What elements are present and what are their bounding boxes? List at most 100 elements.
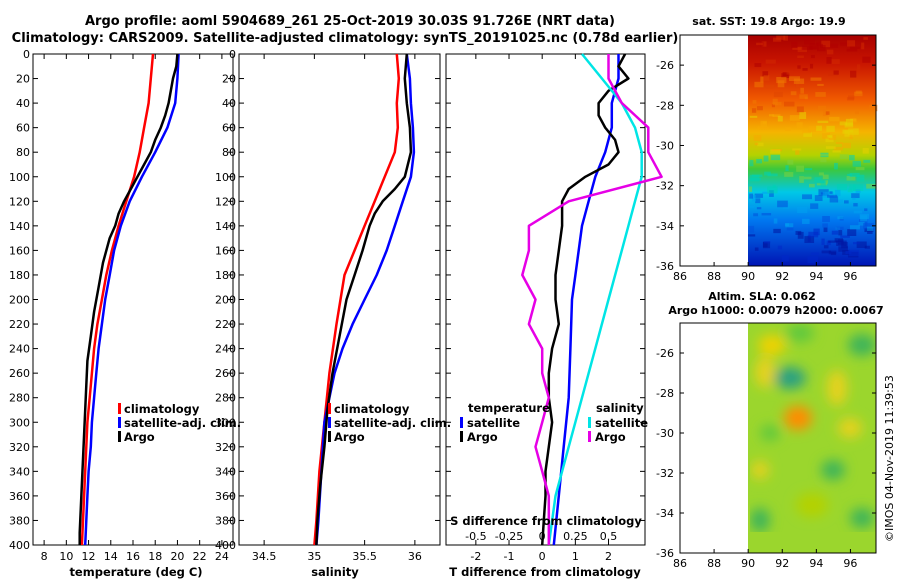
sst-speckle <box>814 195 823 202</box>
sst-speckle <box>837 216 844 220</box>
y-tick-label: 220 <box>9 318 30 331</box>
y-tick-label: 340 <box>9 465 30 478</box>
sst-speckle <box>862 148 869 154</box>
sst-speckle <box>753 135 762 141</box>
sst-speckle <box>864 245 870 249</box>
sst-speckle <box>803 132 813 137</box>
sst-speckle <box>808 183 815 188</box>
sst-speckle <box>804 236 815 244</box>
x-tick-label: 22 <box>193 550 207 563</box>
y-tick-label: 240 <box>9 343 30 356</box>
sst-speckle <box>772 114 781 117</box>
sst-speckle <box>863 223 874 230</box>
sst-speckle <box>830 43 839 48</box>
sst-speckle <box>828 71 838 76</box>
sst-speckle <box>839 154 849 160</box>
y-tick-label: 260 <box>215 367 236 380</box>
sst-speckle <box>822 216 830 222</box>
sst-speckle <box>773 91 783 98</box>
map-y-tick-label: -36 <box>656 260 674 273</box>
y-tick-label: 240 <box>215 343 236 356</box>
sst-speckle <box>764 241 771 244</box>
temperature-legend: climatology satellite-adj. clim. Argo <box>118 402 241 444</box>
sst-speckle <box>840 42 850 46</box>
sst-map-frame <box>679 34 877 267</box>
sst-speckle <box>761 41 767 47</box>
sst-speckle <box>771 104 775 108</box>
y-tick-label: 60 <box>16 122 30 135</box>
sla-blobs <box>750 324 876 532</box>
map-x-tick-label: 88 <box>707 557 721 570</box>
sst-speckle <box>867 228 873 234</box>
legend-swatch-satellite <box>118 417 121 428</box>
x-tick-label: 24 <box>215 550 229 563</box>
y-tick-label: 180 <box>9 269 30 282</box>
sst-speckle <box>785 127 791 131</box>
sst-speckle <box>829 196 839 203</box>
legend-label-s-satellite: satellite <box>595 416 648 430</box>
s-difference-axis-label: S difference from climatology <box>450 514 642 528</box>
sst-speckle <box>822 174 829 180</box>
sst-speckle <box>849 225 860 230</box>
sst-speckle <box>785 223 794 228</box>
sst-speckle <box>840 235 850 238</box>
s-diff-tick-label: 0.25 <box>563 530 588 543</box>
map-x-tick-label: 94 <box>809 270 823 283</box>
sst-speckle <box>781 73 790 78</box>
x-tick-label: 0 <box>539 550 546 563</box>
map-y-tick-label: -26 <box>656 347 674 360</box>
sst-speckle <box>832 150 841 153</box>
sst-speckle <box>852 160 861 167</box>
y-tick-label: 80 <box>16 146 30 159</box>
map-y-tick-label: -36 <box>656 547 674 560</box>
sst-speckle <box>829 116 840 122</box>
sst-speckle <box>808 126 816 132</box>
sla-map-axes: 86 88 90 92 94 96 -26 -28 -30 -32 -34 -36 <box>656 347 876 570</box>
sst-speckle <box>826 240 831 246</box>
sst-speckle <box>828 240 838 243</box>
sst-speckle <box>847 229 857 236</box>
sst-speckle <box>799 112 807 119</box>
sst-speckle <box>820 153 829 157</box>
sst-speckle <box>829 191 833 194</box>
sst-speckle <box>756 42 763 46</box>
sst-speckle <box>835 141 843 144</box>
y-tick-label: 400 <box>215 539 236 552</box>
sst-speckle <box>777 80 785 88</box>
legend-label-climatology: climatology <box>124 402 200 416</box>
y-tick-label: 40 <box>16 97 30 110</box>
sst-speckle <box>751 108 757 113</box>
sst-speckle <box>846 175 856 181</box>
sst-speckle <box>792 148 802 151</box>
sst-speckle <box>797 207 808 214</box>
series-line-s-satellite <box>547 53 643 546</box>
series-line-t-satellite <box>552 54 620 546</box>
sst-speckle <box>754 63 762 68</box>
sst-speckle <box>776 35 786 40</box>
sst-speckle <box>796 122 803 129</box>
sst-speckle <box>849 132 853 140</box>
legend-title-temperature: temperature <box>468 401 550 415</box>
sst-speckle <box>772 184 776 188</box>
sst-speckle <box>826 57 832 64</box>
difference-legend: temperature satellite Argo salinity sate… <box>460 401 648 444</box>
sst-speckle <box>752 100 757 104</box>
sst-speckle <box>836 199 843 203</box>
sst-field <box>748 35 876 266</box>
sst-speckle <box>820 157 827 163</box>
series-line-argo <box>78 53 179 545</box>
sst-speckle <box>838 246 848 252</box>
sst-speckle <box>748 225 755 233</box>
sst-speckle <box>834 162 838 170</box>
map-x-tick-label: 92 <box>775 270 789 283</box>
sst-speckle <box>846 97 855 101</box>
y-tick-label: 320 <box>9 441 30 454</box>
sst-speckle <box>762 71 769 77</box>
sst-speckle <box>822 132 830 139</box>
salinity-axis-label: salinity <box>311 565 359 579</box>
sst-speckle <box>856 64 861 71</box>
sla-map <box>679 322 877 554</box>
legend-swatch-t-argo <box>460 431 463 442</box>
legend-swatch-s-argo <box>588 431 591 442</box>
sst-speckle <box>804 168 813 171</box>
